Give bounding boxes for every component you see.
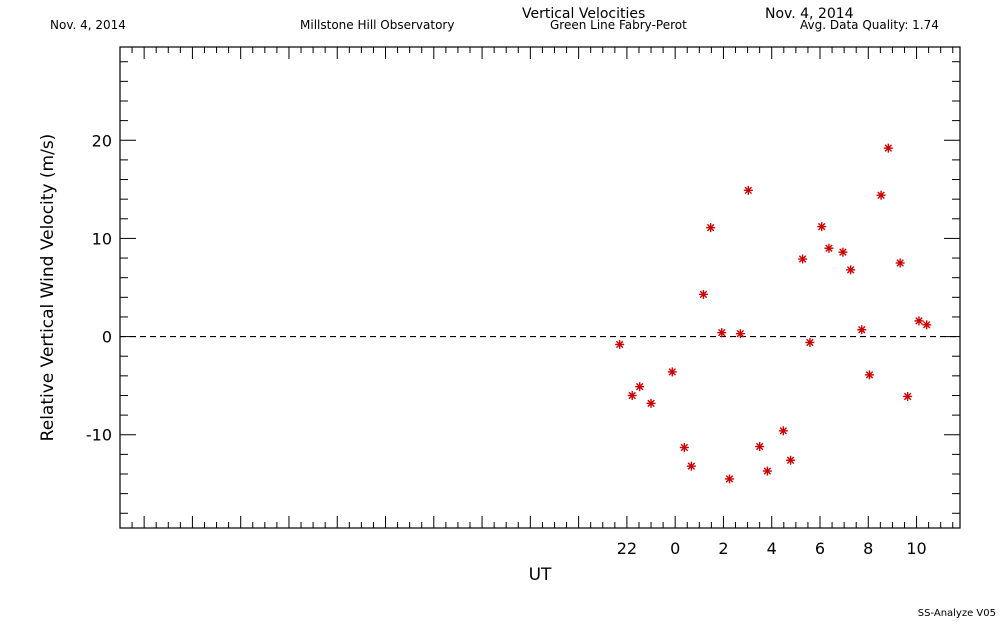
header-observatory: Millstone Hill Observatory: [300, 18, 455, 32]
data-point: [876, 190, 886, 200]
data-point: [817, 222, 827, 232]
header-date-right: Nov. 4, 2014: [765, 6, 854, 22]
x-tick-label: 10: [906, 539, 926, 558]
header-date-left: Nov. 4, 2014: [50, 18, 126, 32]
data-point: [805, 337, 815, 347]
data-point: [667, 367, 677, 377]
x-tick-label: 22: [617, 539, 637, 558]
data-point: [903, 391, 913, 401]
data-point: [717, 328, 727, 338]
data-point: [895, 258, 905, 268]
data-point: [798, 254, 808, 264]
data-point: [686, 461, 696, 471]
x-axis-title: UT: [529, 565, 552, 585]
data-point: [755, 442, 765, 452]
data-point: [735, 329, 745, 339]
x-tick-label: 2: [718, 539, 728, 558]
data-point: [786, 455, 796, 465]
chart-title: Vertical Velocities: [522, 6, 646, 22]
data-point: [724, 474, 734, 484]
y-tick-label: 10: [92, 229, 112, 248]
data-point: [743, 185, 753, 195]
data-point: [762, 466, 772, 476]
y-tick-label: 20: [92, 131, 112, 150]
plot-axes: [119, 46, 961, 529]
data-point: [846, 265, 856, 275]
x-tick-label: 8: [863, 539, 873, 558]
plot-frame: [119, 46, 961, 529]
data-points: [615, 143, 932, 484]
data-point: [698, 289, 708, 299]
data-point: [824, 243, 834, 253]
software-version: SS-Analyze V05: [917, 608, 996, 619]
data-point: [635, 382, 645, 392]
data-point: [679, 443, 689, 453]
y-tick-label: -10: [86, 426, 112, 445]
data-point: [883, 143, 893, 153]
data-point: [615, 339, 625, 349]
y-tick-label: 0: [102, 328, 112, 347]
x-tick-label: 6: [815, 539, 825, 558]
data-point: [914, 316, 924, 326]
data-point: [857, 325, 867, 335]
data-point: [838, 247, 848, 257]
y-axis-title: Relative Vertical Wind Velocity (m/s): [38, 134, 58, 442]
axis-ticks: [119, 47, 960, 528]
data-point: [864, 370, 874, 380]
data-point: [646, 398, 656, 408]
data-point: [922, 320, 932, 330]
data-point: [706, 223, 716, 233]
header-instrument: Green Line Fabry-Perot: [550, 18, 687, 32]
data-point: [627, 390, 637, 400]
header-quality: Avg. Data Quality: 1.74: [800, 18, 939, 32]
x-tick-label: 0: [670, 539, 680, 558]
x-tick-label: 4: [767, 539, 777, 558]
data-point: [778, 426, 788, 436]
tick-labels: 22 0 2 4 6 8 10 -10 0 10 20: [86, 131, 927, 558]
